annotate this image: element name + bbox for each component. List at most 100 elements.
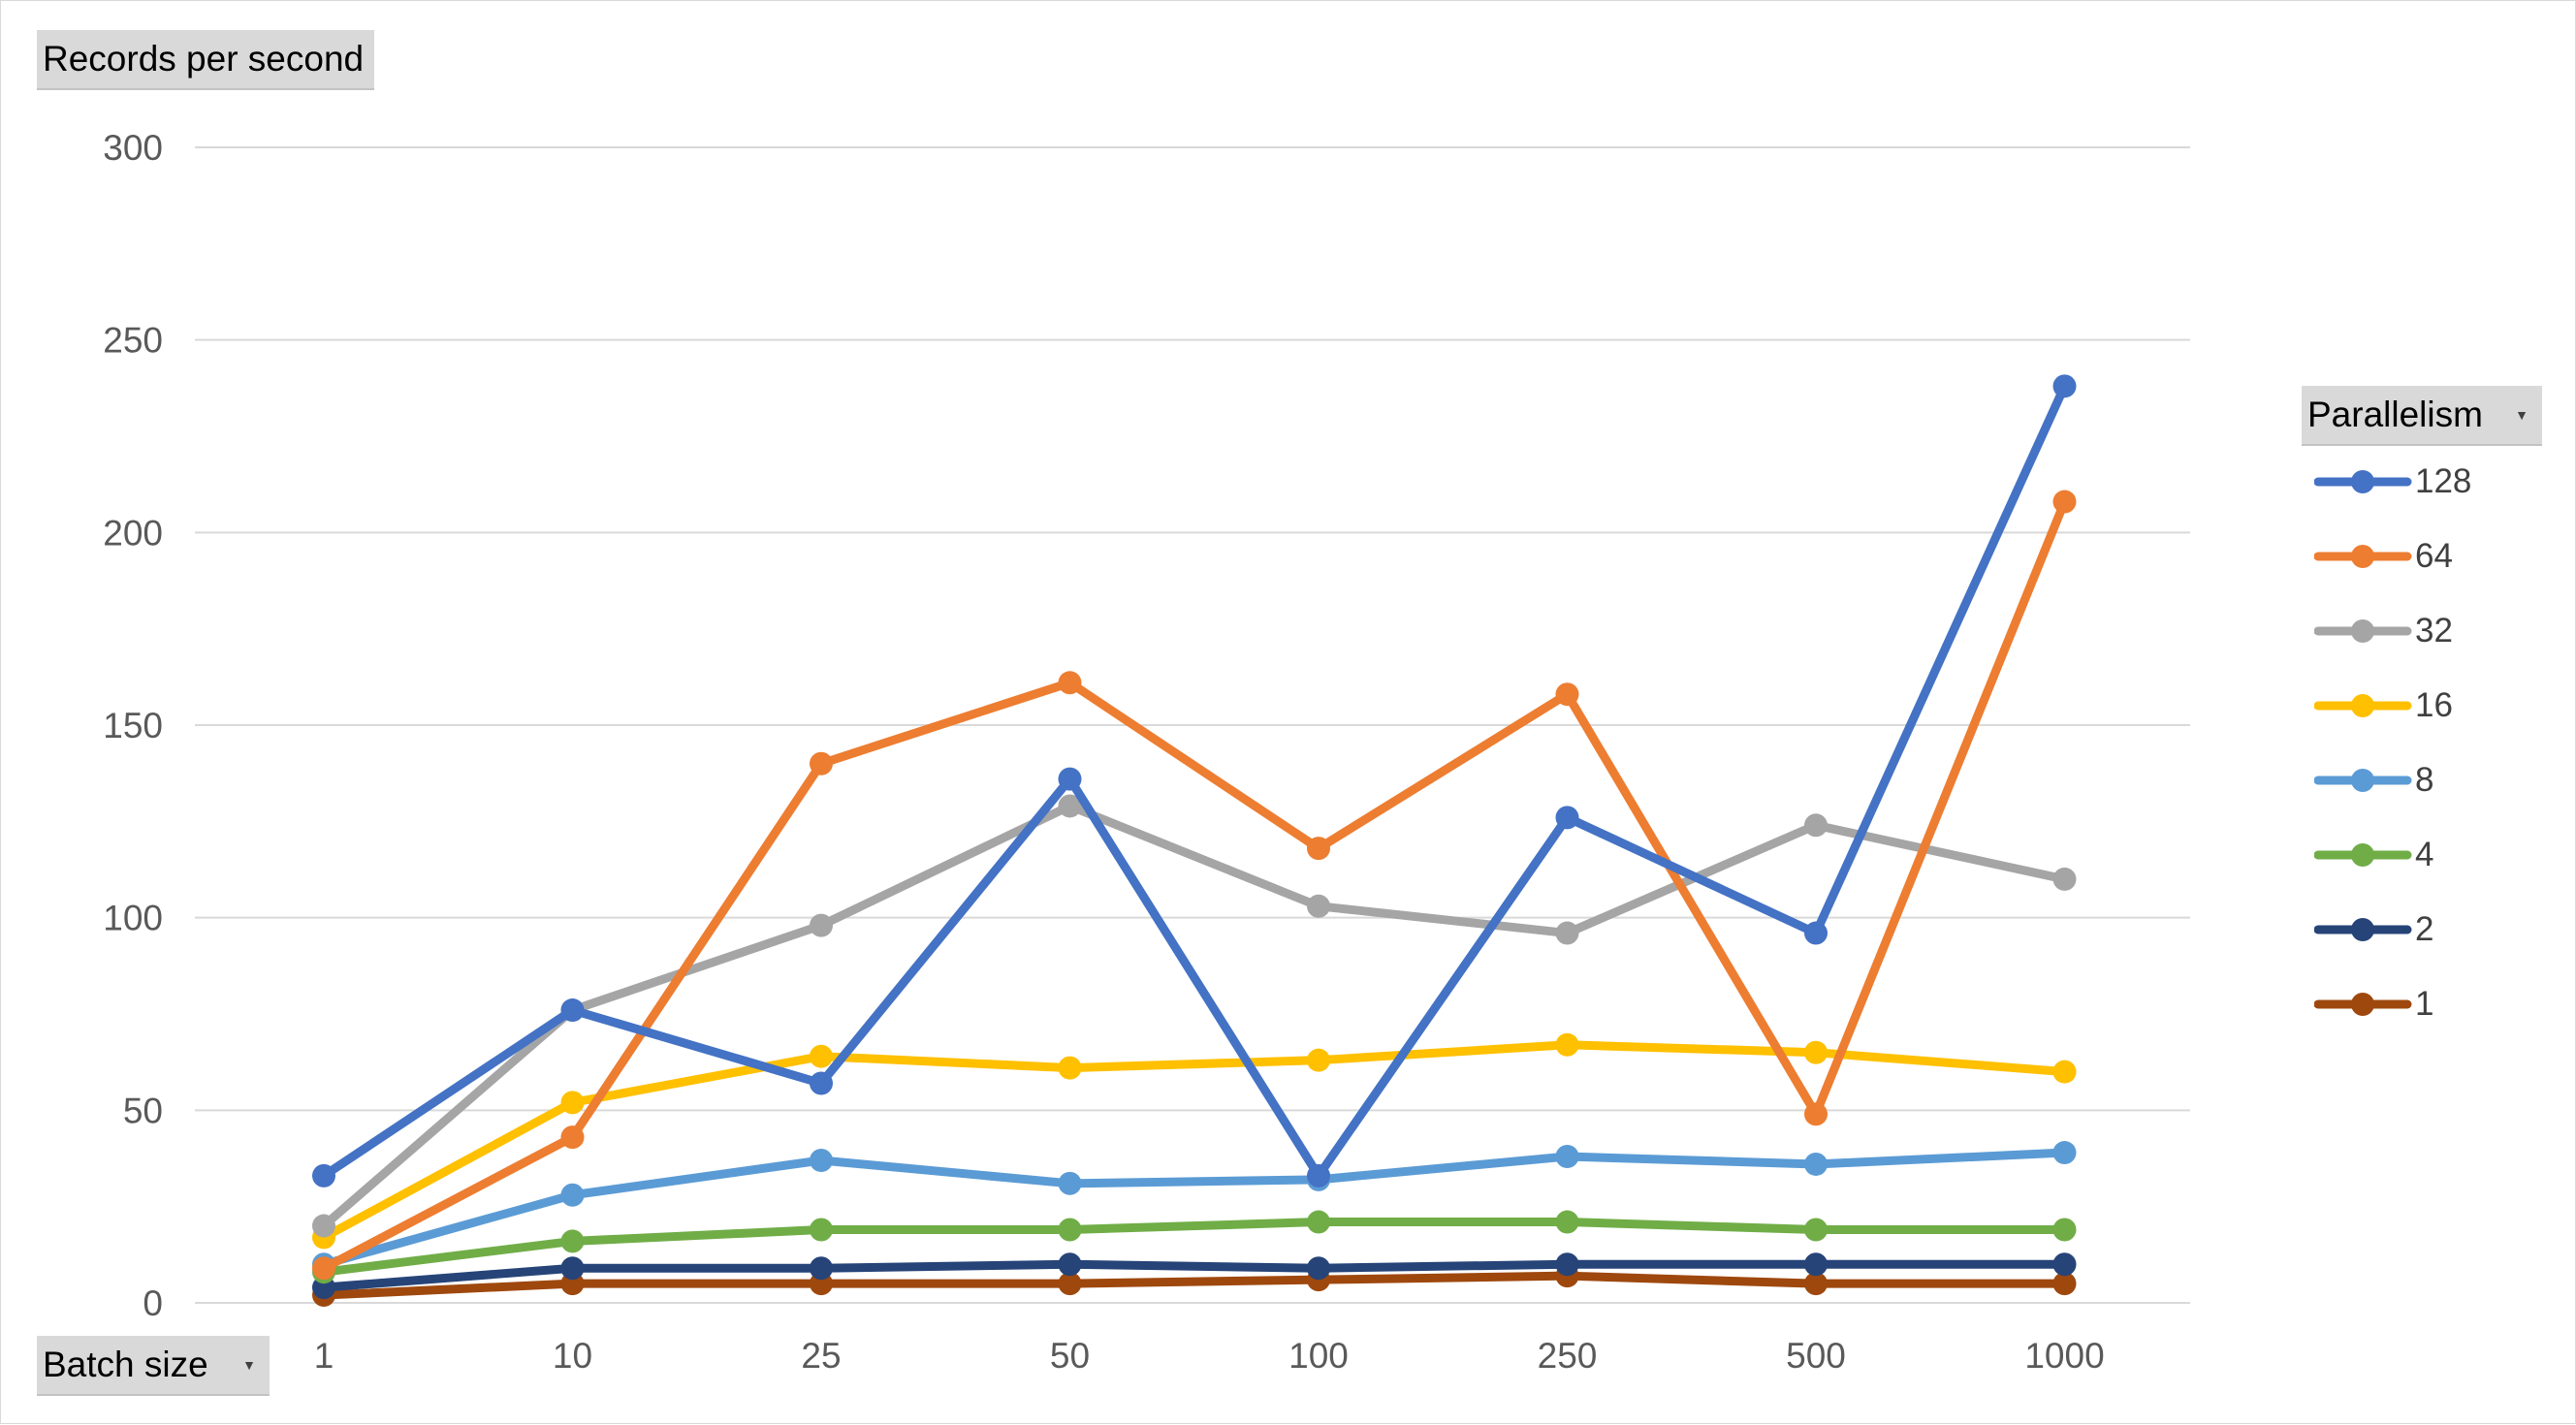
data-point[interactable] (1804, 1102, 1828, 1126)
data-point[interactable] (1307, 1210, 1330, 1234)
data-point[interactable] (312, 1256, 335, 1281)
data-point[interactable] (2052, 1060, 2077, 1084)
series-line[interactable] (319, 1148, 2069, 1269)
data-point[interactable] (2052, 374, 2077, 398)
series-lines (312, 374, 2077, 1308)
data-point[interactable] (1058, 1171, 1082, 1195)
series-8[interactable] (312, 1141, 2077, 1277)
legend-label: 64 (2415, 537, 2453, 575)
series-line[interactable] (319, 381, 2069, 1181)
data-point[interactable] (1555, 1145, 1579, 1169)
data-point[interactable] (1058, 1272, 1082, 1296)
data-point[interactable] (1804, 1218, 1828, 1242)
data-point[interactable] (560, 1091, 585, 1115)
data-point[interactable] (1058, 1252, 1082, 1277)
data-point[interactable] (810, 913, 833, 937)
dropdown-arrow-icon: ▼ (242, 1357, 256, 1373)
legend-swatch (2314, 769, 2412, 792)
y-tick-label: 0 (143, 1283, 163, 1323)
legend-item-1[interactable]: 1 (2314, 985, 2537, 1024)
y-axis-field-button[interactable]: Records per second (37, 30, 374, 88)
data-point[interactable] (1307, 894, 1330, 918)
data-point[interactable] (560, 998, 585, 1023)
data-point[interactable] (312, 1214, 335, 1238)
legend-swatch (2314, 843, 2412, 867)
y-axis-ticks: 0 50 100 150 200 250 300 (103, 128, 163, 1323)
data-point[interactable] (1555, 1032, 1579, 1057)
legend-item-2[interactable]: 2 (2314, 910, 2537, 949)
data-point[interactable] (810, 1148, 833, 1172)
data-point[interactable] (2052, 1252, 2077, 1277)
y-tick-label: 300 (103, 128, 163, 168)
x-axis-field-button[interactable]: Batch size ▼ (37, 1336, 270, 1394)
legend-label: 4 (2415, 836, 2434, 873)
data-point[interactable] (1555, 682, 1579, 707)
data-point[interactable] (1058, 1056, 1082, 1080)
data-point[interactable] (1804, 1040, 1828, 1064)
series-128[interactable] (312, 374, 2077, 1188)
data-point[interactable] (1058, 767, 1082, 791)
legend-field-button[interactable]: Parallelism ▼ (2302, 386, 2542, 444)
legend-swatch (2314, 918, 2412, 941)
data-point[interactable] (2052, 1272, 2077, 1296)
series-line[interactable] (319, 1218, 2069, 1277)
x-axis-label: Batch size (43, 1345, 208, 1384)
x-tick-label: 500 (1786, 1336, 1846, 1376)
data-point[interactable] (1307, 1256, 1330, 1281)
data-point[interactable] (1307, 1048, 1330, 1072)
data-point[interactable] (1058, 1218, 1082, 1242)
series-line[interactable] (319, 801, 2069, 1231)
legend-item-128[interactable]: 128 (2314, 462, 2537, 501)
data-point[interactable] (1555, 806, 1579, 830)
data-point[interactable] (1804, 1152, 1828, 1176)
data-point[interactable] (1555, 1210, 1579, 1234)
legend-item-4[interactable]: 4 (2314, 836, 2537, 874)
data-point[interactable] (560, 1229, 585, 1253)
data-point[interactable] (1307, 1163, 1330, 1188)
data-point[interactable] (2052, 1141, 2077, 1165)
legend-item-32[interactable]: 32 (2314, 612, 2537, 650)
legend-label: 8 (2415, 761, 2434, 799)
data-point[interactable] (1804, 1272, 1828, 1296)
data-point[interactable] (560, 1183, 585, 1207)
data-point[interactable] (810, 1256, 833, 1281)
legend-item-8[interactable]: 8 (2314, 761, 2537, 800)
data-point[interactable] (810, 1218, 833, 1242)
series-line[interactable] (319, 1040, 2069, 1242)
data-point[interactable] (1555, 921, 1579, 945)
data-point[interactable] (1804, 1252, 1828, 1277)
data-point[interactable] (810, 1044, 833, 1068)
y-tick-label: 100 (103, 899, 163, 938)
dropdown-arrow-icon: ▼ (2515, 407, 2528, 423)
series-32[interactable] (312, 794, 2077, 1238)
data-point[interactable] (810, 1071, 833, 1095)
legend-swatch (2314, 993, 2412, 1016)
legend-item-64[interactable]: 64 (2314, 537, 2537, 576)
data-point[interactable] (560, 1256, 585, 1281)
legend-point-marker (2351, 619, 2374, 643)
series-64[interactable] (312, 490, 2077, 1281)
series-line[interactable] (319, 1271, 2069, 1300)
data-point[interactable] (810, 751, 833, 776)
data-point[interactable] (560, 1125, 585, 1150)
data-point[interactable] (312, 1163, 335, 1188)
data-point[interactable] (2052, 1218, 2077, 1242)
data-point[interactable] (1058, 794, 1082, 818)
data-point[interactable] (1804, 813, 1828, 838)
gridlines (195, 146, 2190, 1304)
data-point[interactable] (2052, 490, 2077, 514)
x-tick-label: 10 (553, 1336, 592, 1376)
data-point[interactable] (1307, 837, 1330, 861)
series-line[interactable] (319, 497, 2069, 1273)
data-point[interactable] (1804, 921, 1828, 945)
series-line[interactable] (319, 1259, 2069, 1292)
data-point[interactable] (1058, 671, 1082, 695)
data-point[interactable] (1555, 1252, 1579, 1277)
legend-swatch (2314, 694, 2412, 717)
data-point[interactable] (2052, 867, 2077, 891)
y-tick-label: 150 (103, 706, 163, 745)
legend-item-16[interactable]: 16 (2314, 686, 2537, 725)
x-axis-ticks: 1 10 25 50 100 250 500 1000 (314, 1336, 2105, 1376)
x-tick-label: 250 (1538, 1336, 1598, 1376)
